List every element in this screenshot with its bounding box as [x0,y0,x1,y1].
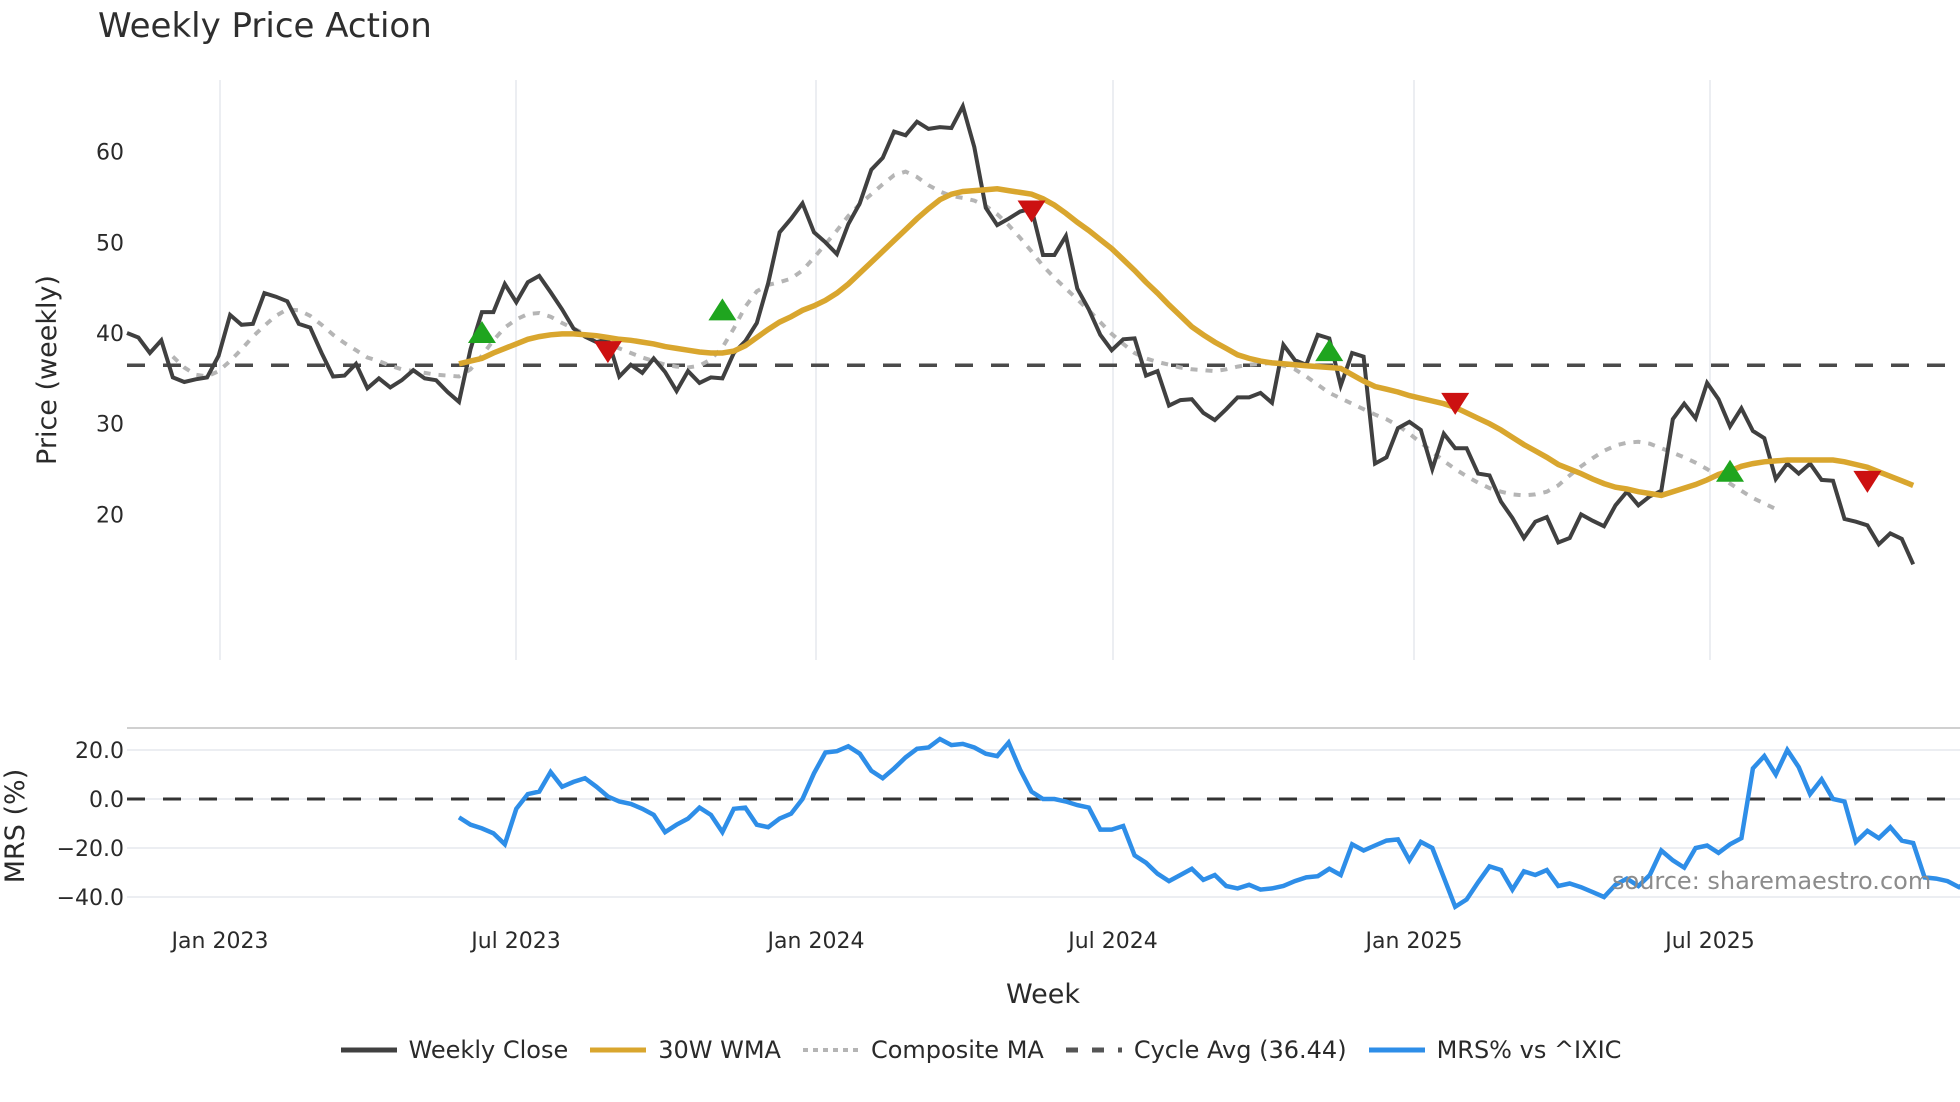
mrs-ytick-label: −40.0 [57,886,124,911]
legend-label: MRS% vs ^IXIC [1436,1036,1622,1064]
sell-signal-marker [1441,392,1470,415]
sell-signal-marker [593,341,622,364]
mrs-ytick-label: 20.0 [75,739,124,764]
price-ytick-label: 40 [96,322,124,347]
buy-signal-marker [708,298,737,321]
source-note: source: sharemaestro.com [1612,867,1932,895]
price-ytick-label: 20 [96,503,124,528]
weekly-close-line [126,100,1916,566]
legend-swatch-icon [1065,1047,1122,1053]
sell-signal-marker [1017,200,1046,223]
legend-item[interactable]: Cycle Avg (36.44) [1064,1036,1347,1064]
legend-label: 30W WMA [658,1036,781,1064]
price-ytick-label: 50 [96,231,124,256]
legend-swatch-icon [340,1047,397,1053]
mrs-ytick-label: −20.0 [57,837,124,862]
legend-item[interactable]: Composite MA [801,1036,1044,1064]
legend-swatch-icon [590,1047,647,1053]
x-tick-label: Jul 2023 [469,929,561,954]
mrs-ytick-label: 0.0 [89,788,124,813]
legend-swatch-icon [802,1048,859,1052]
price-ylabel: Price (weekly) [32,275,63,465]
x-tick-label: Jan 2025 [1364,929,1463,954]
legend-label: Cycle Avg (36.44) [1133,1036,1347,1064]
chart-title: Weekly Price Action [98,6,432,46]
x-tick-label: Jan 2024 [766,929,865,954]
legend: Weekly Close 30W WMA Composite MA Cycle Avg… [0,1036,1960,1064]
x-tick-label: Jul 2024 [1066,929,1158,954]
price-ytick-label: 60 [96,141,124,166]
x-axis-label: Week [1006,979,1080,1010]
legend-item[interactable]: Weekly Close [339,1036,569,1064]
x-tick-label: Jul 2025 [1663,929,1755,954]
price-ytick-label: 30 [96,413,124,438]
x-tick-label: Jan 2023 [170,929,269,954]
legend-label: Weekly Close [408,1036,569,1064]
wma-30w-line [458,186,1915,499]
buy-signal-marker [1315,339,1344,362]
legend-item[interactable]: 30W WMA [588,1036,781,1064]
buy-signal-marker [467,321,496,343]
legend-swatch-icon [1368,1047,1425,1053]
legend-item[interactable]: MRS% vs ^IXIC [1367,1036,1622,1064]
legend-label: Composite MA [870,1036,1044,1064]
sell-signal-marker [1853,470,1882,493]
buy-signal-marker [1716,459,1744,482]
mrs-ylabel: MRS (%) [0,769,31,884]
mrs-line [457,736,1960,911]
composite-ma-line [171,169,1777,511]
